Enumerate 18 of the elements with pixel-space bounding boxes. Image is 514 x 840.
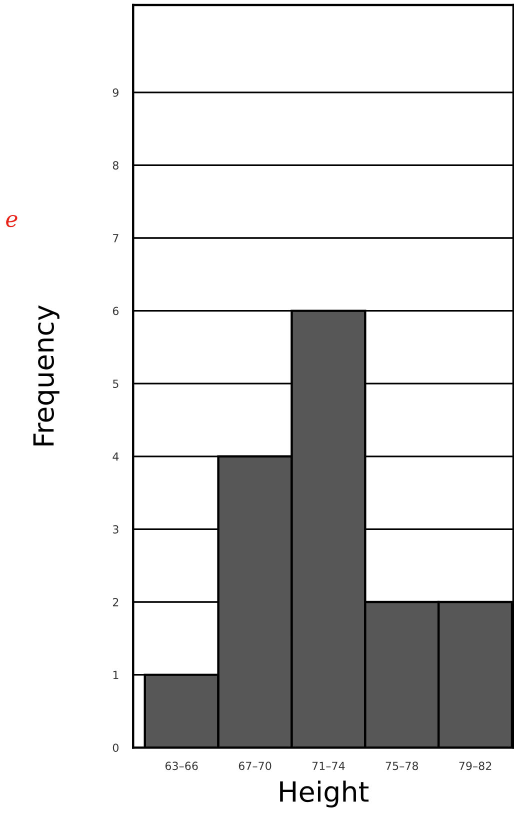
y-tick-label: 9 (112, 88, 118, 97)
y-tick-label: 7 (113, 234, 118, 242)
y-tick-label: 1 (113, 670, 118, 680)
x-axis-title: Height (280, 780, 369, 808)
x-tick-label: 71–74 (312, 762, 345, 770)
y-tick-label: 4 (112, 452, 119, 461)
x-tick-label: 79–82 (459, 762, 492, 770)
x-tick-label: 67–70 (238, 762, 272, 770)
x-tick-label: 75–78 (386, 762, 418, 770)
y-tick-label: 3 (113, 525, 118, 534)
y-tick-label: 2 (112, 598, 118, 606)
y-tick-label: 0 (112, 744, 118, 752)
y-axis-title: Frequency (33, 305, 60, 446)
y-tick-label: 8 (112, 161, 118, 170)
x-tick-label: 63–66 (165, 762, 198, 770)
y-tick-label: 6 (112, 306, 119, 316)
y-tick-label: 5 (113, 380, 118, 388)
text: e (6, 214, 18, 228)
